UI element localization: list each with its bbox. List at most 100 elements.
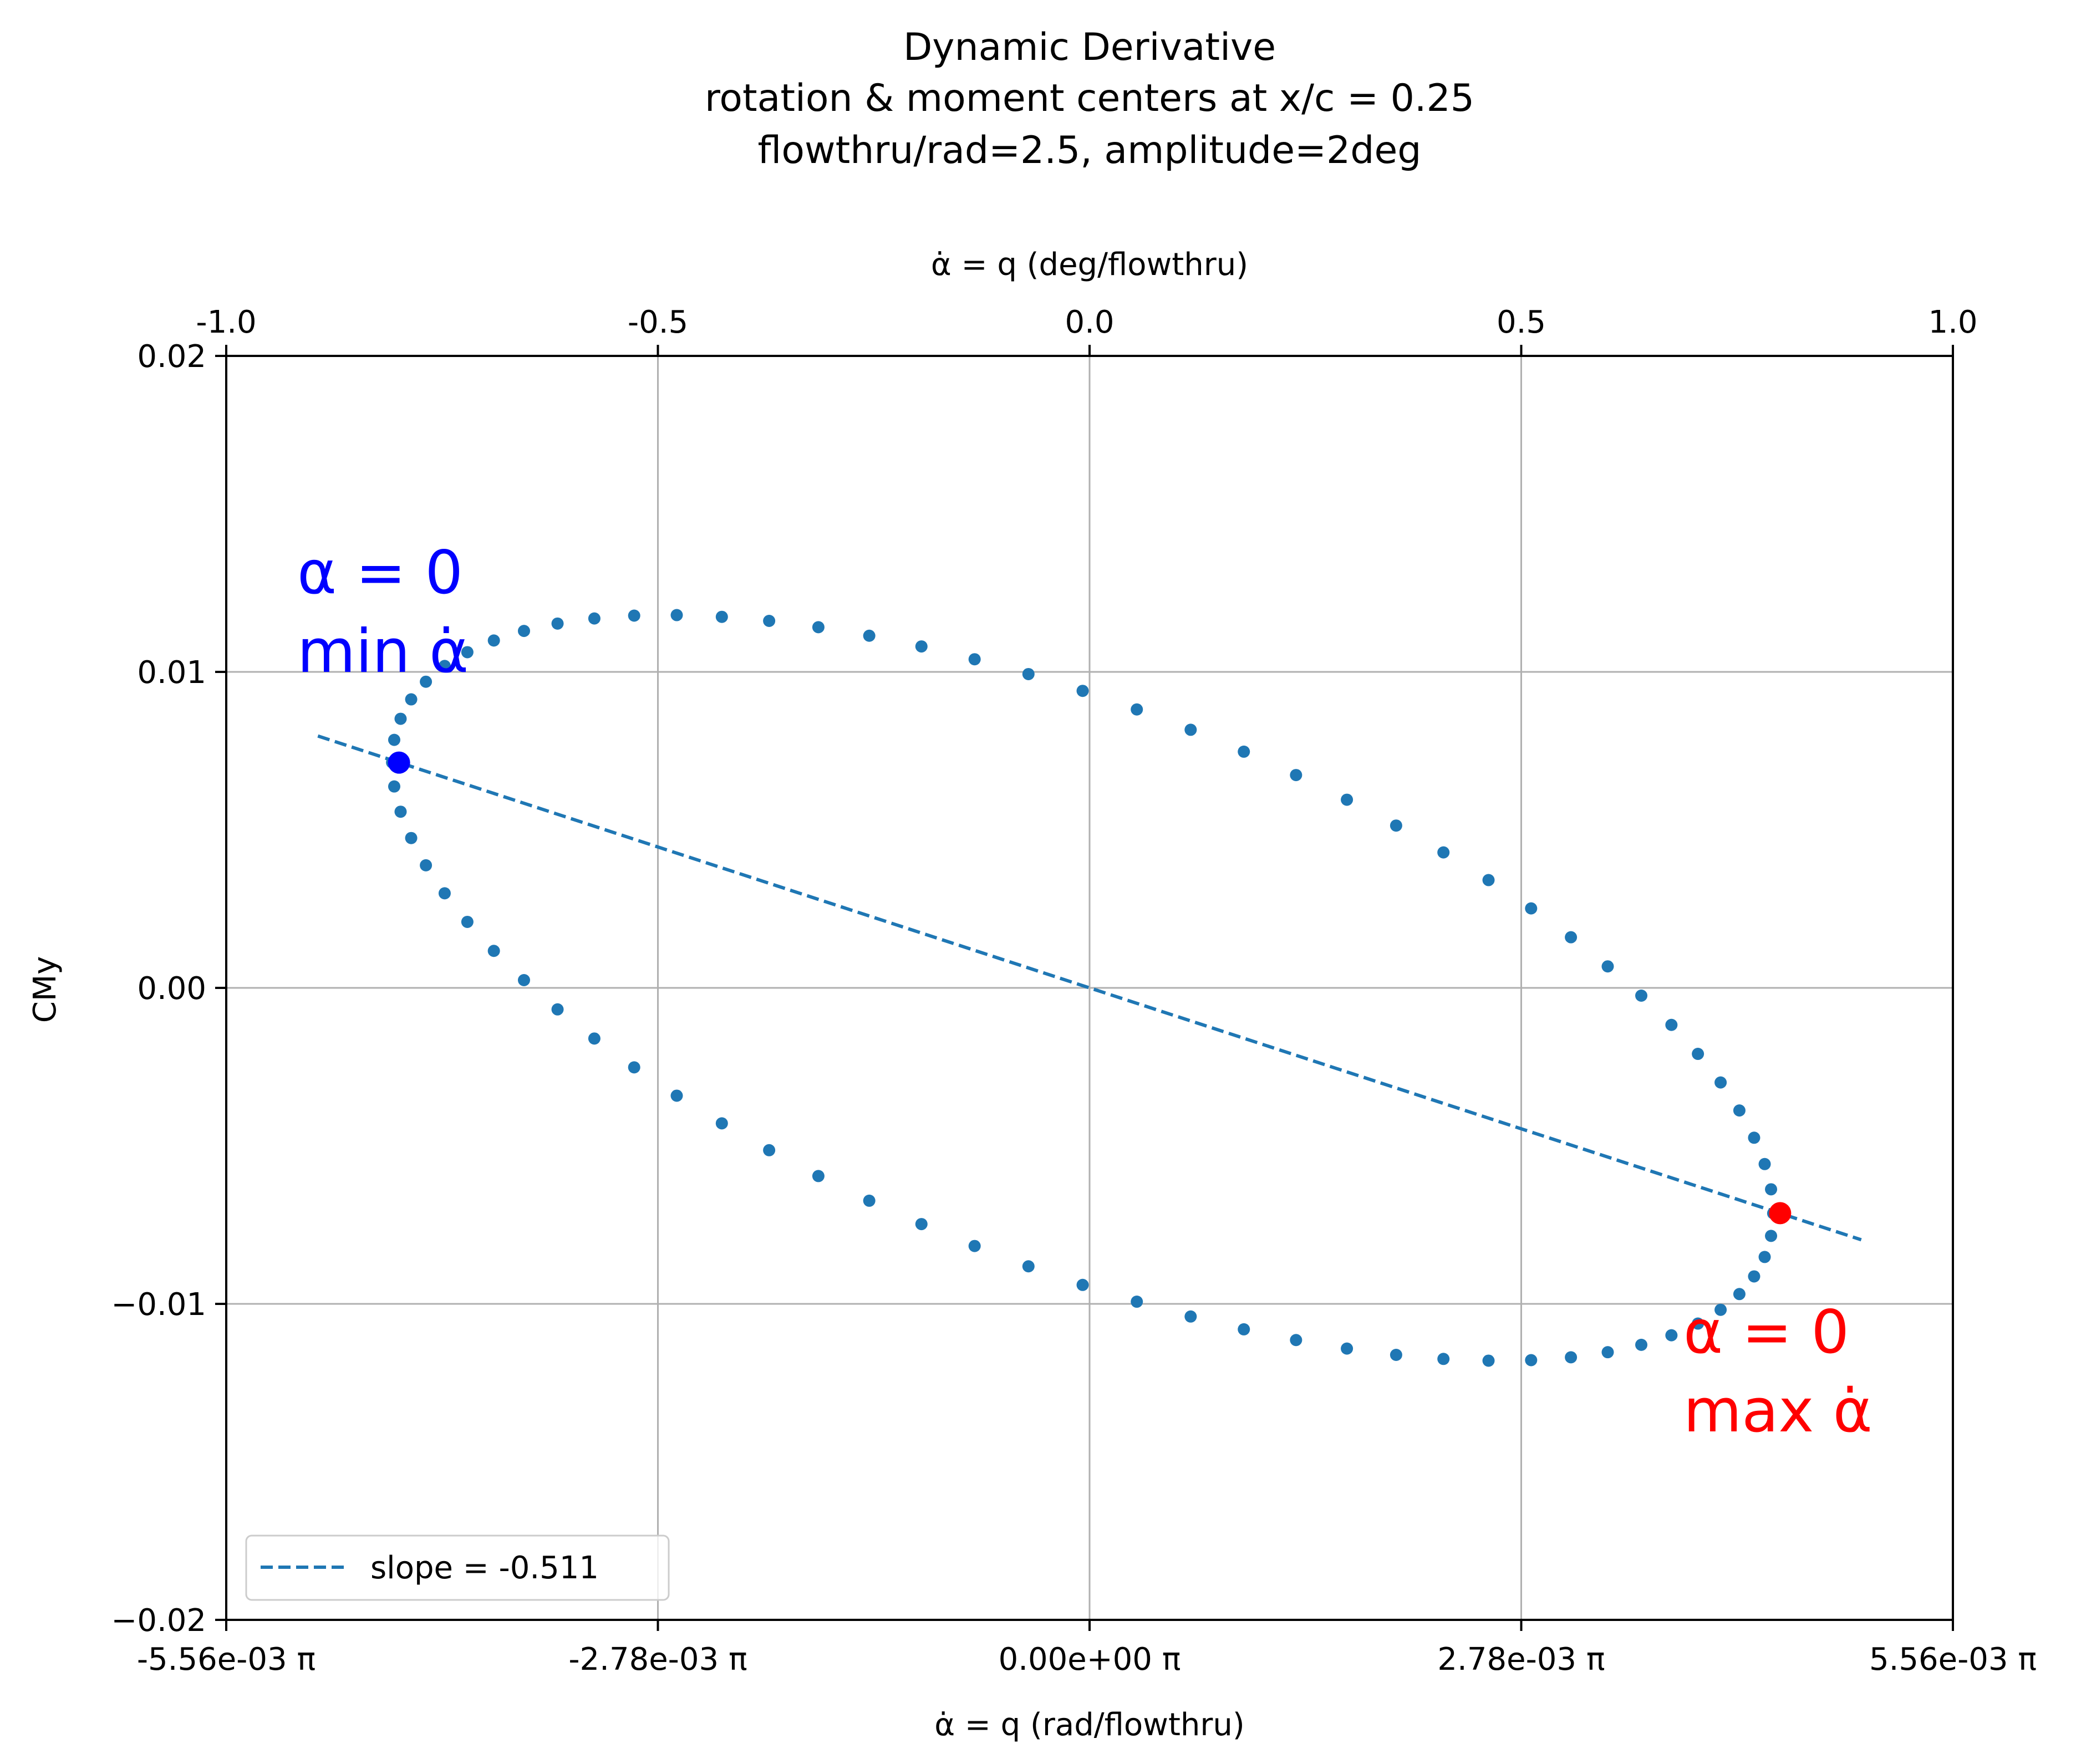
- data-point-67: [1437, 846, 1450, 859]
- data-point-11: [1525, 1354, 1538, 1367]
- data-point-36: [420, 859, 432, 871]
- data-point-79: [1765, 1183, 1778, 1196]
- x2-tick-label-3: 0.5: [1497, 304, 1546, 340]
- data-point-72: [1635, 990, 1648, 1002]
- data-point-13: [1437, 1353, 1450, 1365]
- x2-axis-label: α̇ = q (deg/flowthru): [931, 247, 1248, 283]
- data-point-78: [1758, 1158, 1771, 1170]
- data-point-15: [1341, 1342, 1354, 1355]
- data-point-65: [1341, 793, 1354, 806]
- chart-title-line-1: Dynamic Derivative: [903, 26, 1276, 69]
- data-point-17: [1238, 1323, 1250, 1335]
- y-tick-label-4: 0.02: [137, 339, 206, 375]
- fit-line-layer: [317, 734, 1862, 1242]
- data-point-7: [1665, 1329, 1678, 1342]
- data-point-54: [763, 615, 776, 628]
- data-point-37: [405, 832, 418, 844]
- data-point-34: [461, 915, 474, 928]
- data-point-66: [1390, 819, 1402, 832]
- data-point-30: [588, 1032, 601, 1045]
- data-point-19: [1131, 1296, 1143, 1308]
- legend-label: slope = -0.511: [370, 1550, 599, 1586]
- data-point-53: [715, 610, 728, 623]
- data-point-29: [628, 1061, 640, 1074]
- data-point-62: [1184, 723, 1197, 736]
- x-tick-label-4: 5.56e-03 π: [1869, 1641, 2037, 1678]
- data-point-43: [405, 693, 418, 706]
- data-point-25: [812, 1170, 825, 1182]
- data-point-75: [1714, 1076, 1727, 1089]
- data-point-64: [1290, 769, 1302, 782]
- x-tick-label-1: -2.78e-03 π: [568, 1641, 747, 1678]
- data-point-16: [1290, 1334, 1302, 1347]
- data-point-9: [1601, 1346, 1614, 1359]
- annotation-max-line-2: max α̇: [1683, 1376, 1873, 1446]
- data-point-38: [394, 805, 407, 818]
- chart-title-line-3: flowthru/rad=2.5, amplitude=2deg: [758, 129, 1422, 172]
- data-point-24: [863, 1194, 876, 1207]
- data-point-50: [588, 612, 601, 625]
- legend: slope = -0.511: [245, 1534, 670, 1601]
- data-point-77: [1748, 1131, 1760, 1144]
- chart-title-line-2: rotation & moment centers at x/c = 0.25: [705, 77, 1474, 120]
- data-point-52: [670, 609, 683, 621]
- data-point-31: [551, 1003, 564, 1016]
- x2-tick-label-2: 0.0: [1065, 304, 1114, 340]
- x-tick-label-0: -5.56e-03 π: [137, 1641, 316, 1678]
- data-point-20: [1076, 1278, 1089, 1291]
- data-point-8: [1635, 1338, 1648, 1351]
- legend-box: [245, 1534, 670, 1601]
- data-points: [386, 609, 1779, 1367]
- data-point-63: [1238, 745, 1250, 758]
- x2-tick-label-0: -1.0: [196, 304, 256, 340]
- data-point-49: [551, 617, 564, 630]
- annotation-min-line-2: min α̇: [297, 617, 469, 686]
- data-point-21: [1022, 1260, 1035, 1273]
- data-point-14: [1390, 1348, 1402, 1361]
- x2-tick-label-4: 1.0: [1928, 304, 1977, 340]
- y-tick-label-2: 0.00: [137, 971, 206, 1007]
- data-point-12: [1482, 1354, 1495, 1367]
- data-point-70: [1565, 931, 1578, 944]
- data-point-58: [968, 653, 981, 666]
- data-point-5: [1714, 1303, 1727, 1316]
- y-axis-label: CMy: [27, 956, 63, 1023]
- fit-line-slope: [317, 734, 1862, 1242]
- endpoint-markers: [388, 751, 1792, 1225]
- data-point-35: [438, 887, 451, 900]
- data-point-27: [715, 1117, 728, 1130]
- x-tick-label-3: 2.78e-03 π: [1437, 1641, 1605, 1678]
- data-point-41: [388, 733, 400, 746]
- x2-tick-label-1: -0.5: [628, 304, 688, 340]
- data-point-69: [1525, 902, 1538, 915]
- data-point-73: [1665, 1018, 1678, 1031]
- x-axis-label: α̇ = q (rad/flowthru): [934, 1707, 1245, 1743]
- data-point-46: [461, 646, 474, 659]
- data-point-3: [1748, 1270, 1760, 1283]
- data-point-74: [1692, 1048, 1704, 1061]
- data-point-51: [628, 609, 640, 622]
- data-point-2: [1758, 1251, 1771, 1263]
- data-point-18: [1184, 1310, 1197, 1323]
- data-point-26: [763, 1144, 776, 1156]
- data-point-6: [1692, 1317, 1704, 1330]
- y-tick-label-0: −0.02: [111, 1603, 206, 1639]
- data-point-42: [394, 712, 407, 725]
- data-point-22: [968, 1240, 981, 1252]
- data-point-76: [1733, 1104, 1746, 1117]
- data-point-59: [1022, 667, 1035, 680]
- data-point-28: [670, 1089, 683, 1102]
- data-point-32: [517, 973, 530, 986]
- data-point-55: [812, 621, 825, 634]
- data-point-44: [420, 675, 432, 688]
- data-point-68: [1482, 874, 1495, 886]
- data-point-10: [1565, 1351, 1578, 1364]
- data-point-57: [915, 640, 928, 653]
- data-point-61: [1131, 703, 1143, 716]
- data-point-45: [438, 660, 451, 672]
- data-point-1: [1765, 1230, 1778, 1242]
- annotation-max-line-1: α = 0: [1683, 1298, 1849, 1367]
- annotation-min-line-1: α = 0: [297, 538, 463, 608]
- y-tick-label-1: −0.01: [111, 1287, 206, 1323]
